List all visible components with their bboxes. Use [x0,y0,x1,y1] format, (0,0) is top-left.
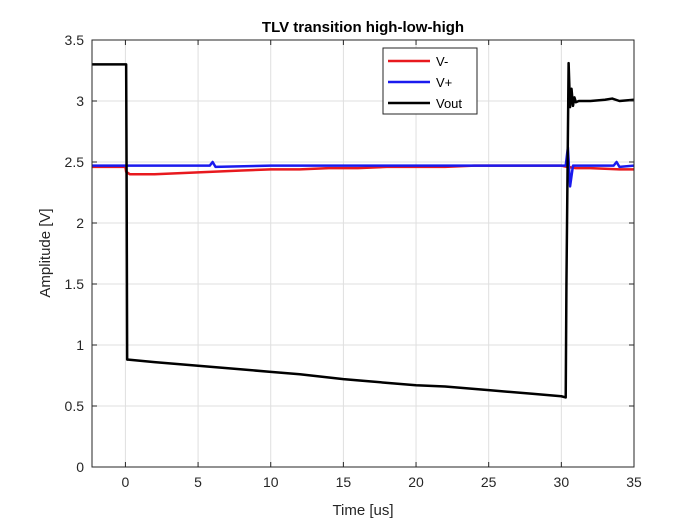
y-tick-label: 1 [76,337,84,353]
y-tick-labels: 0 0.5 1 1.5 2 2.5 3 3.5 [65,32,85,475]
x-tick-label: 20 [408,474,424,490]
legend: V- V+ Vout [382,47,478,115]
x-tick-label: 15 [336,474,352,490]
x-tick-labels: 0 5 10 15 20 25 30 35 [122,474,642,490]
x-tick-label: 30 [554,474,570,490]
chart-title: TLV transition high-low-high [262,19,464,36]
x-tick-label: 0 [122,474,130,490]
y-tick-label: 2 [76,215,84,231]
plot-frame [91,39,635,468]
ticks [92,39,635,468]
legend-label-vout: Vout [436,96,462,111]
x-tick-label: 10 [263,474,279,490]
series-line-vout [92,61,635,399]
series-line-vplus [92,146,635,188]
legend-label-vminus: V- [436,54,448,69]
y-axis-title: Amplitude [V] [37,208,54,297]
y-tick-label: 2.5 [65,154,85,170]
x-tick-label: 35 [626,474,642,490]
x-tick-label: 25 [481,474,497,490]
y-tick-label: 3.5 [65,32,85,48]
plot-area [92,40,634,467]
y-tick-label: 0.5 [65,398,85,414]
x-tick-label: 5 [194,474,202,490]
series-layer [92,61,635,399]
x-axis-title: Time [us] [332,502,393,519]
y-tick-label: 3 [76,93,84,109]
y-tick-label: 0 [76,459,84,475]
y-tick-label: 1.5 [65,276,85,292]
legend-label-vplus: V+ [436,75,452,90]
